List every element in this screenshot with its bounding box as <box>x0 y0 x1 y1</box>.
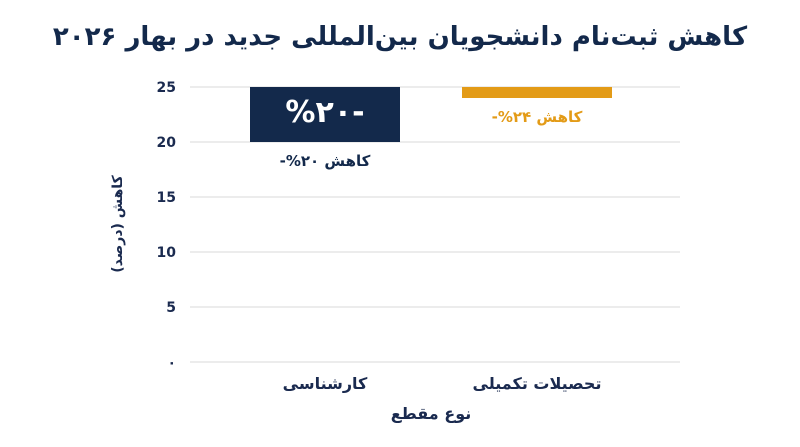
bar-1 <box>250 87 400 142</box>
y-tick-label: 10 <box>157 245 177 261</box>
bar-value-label: -%۲۰ <box>285 95 364 130</box>
bar-value-label: -%۲۴ <box>497 95 576 130</box>
chart-title: کاهش ثبت‌نام دانشجویان بین‌المللی جدید د… <box>52 22 748 52</box>
y-tick-label: ۰ <box>167 355 176 371</box>
y-tick-label: 15 <box>157 190 176 206</box>
x-category-label: تحصیلات تکمیلی <box>473 374 602 393</box>
y-tick-label: 5 <box>166 300 176 316</box>
bar-annotation: کاهش ۲۰%- <box>280 152 371 170</box>
x-category-label: کارشناسی <box>283 374 368 393</box>
y-axis-label: کاهش (درصد) <box>110 174 126 272</box>
y-tick-label: 20 <box>157 135 177 151</box>
y-tick-label: 25 <box>157 80 176 96</box>
bar-2 <box>462 87 612 98</box>
bar-annotation: کاهش ۲۴%- <box>492 108 583 126</box>
x-axis-label: نوع مقطع <box>391 404 471 423</box>
